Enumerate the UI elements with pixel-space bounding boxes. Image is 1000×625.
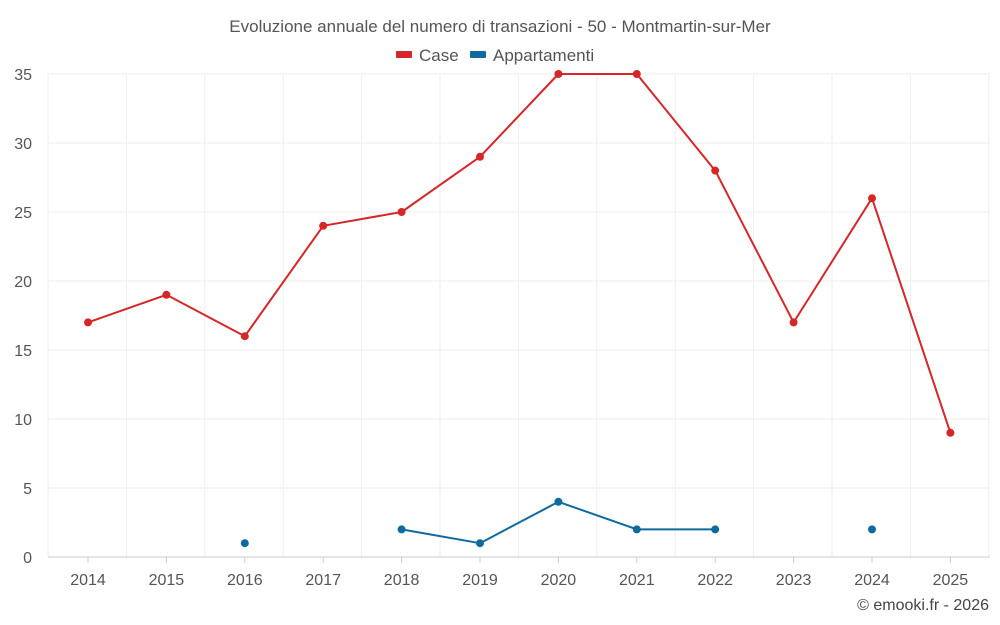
series-layer: [84, 70, 955, 548]
legend-swatch-case: [396, 51, 412, 58]
series-line-case: [87, 73, 952, 434]
data-point-case[interactable]: [946, 428, 955, 437]
y-tick-label: 30: [14, 136, 32, 153]
x-tick-label: 2024: [854, 572, 890, 589]
x-tick-label: 2022: [697, 572, 733, 589]
y-tick-label: 5: [23, 481, 32, 498]
x-tick-label: 2023: [776, 572, 812, 589]
x-axis-ticks: 2014 2015 2016 2017 2018 2019 2020 2021 2022 2023…: [70, 557, 968, 589]
y-axis-ticks: 0 5 10 15 20 25 30 35: [14, 67, 32, 567]
x-tick-label: 2018: [384, 572, 420, 589]
series-case: [84, 70, 955, 437]
series-appartamenti: [240, 497, 876, 548]
data-point-appartamenti[interactable]: [397, 525, 406, 534]
data-point-case[interactable]: [84, 318, 92, 327]
y-tick-label: 15: [14, 343, 32, 360]
data-point-case[interactable]: [162, 290, 171, 299]
y-tick-label: 20: [14, 274, 32, 291]
legend-swatch-appartamenti: [470, 51, 486, 58]
data-point-case[interactable]: [476, 152, 484, 161]
x-tick-label: 2019: [462, 572, 498, 589]
x-tick-label: 2015: [149, 572, 185, 589]
legend: Case Appartamenti: [396, 46, 594, 65]
y-tick-label: 25: [14, 205, 32, 222]
y-tick-label: 35: [14, 67, 32, 84]
data-point-case[interactable]: [632, 70, 641, 78]
data-point-appartamenti[interactable]: [868, 525, 876, 534]
data-point-case[interactable]: [397, 208, 406, 216]
data-point-case[interactable]: [711, 166, 720, 175]
data-point-case[interactable]: [789, 318, 798, 327]
x-tick-label: 2014: [70, 572, 106, 589]
x-tick-label: 2025: [933, 572, 969, 589]
data-point-case[interactable]: [319, 221, 328, 230]
grid: [47, 73, 990, 557]
y-tick-label: 0: [23, 550, 32, 567]
chart-title: Evoluzione annuale del numero di transaz…: [229, 17, 771, 36]
data-point-appartamenti[interactable]: [711, 525, 720, 534]
x-tick-label: 2020: [541, 572, 577, 589]
legend-label-case: Case: [419, 46, 459, 65]
data-point-case[interactable]: [240, 332, 249, 341]
series-line-appartamenti: [401, 500, 716, 545]
legend-label-appartamenti: Appartamenti: [493, 46, 594, 65]
data-point-case[interactable]: [554, 70, 563, 78]
x-tick-label: 2021: [619, 572, 655, 589]
x-tick-label: 2016: [227, 572, 263, 589]
data-point-case[interactable]: [868, 194, 876, 203]
x-tick-label: 2017: [305, 572, 341, 589]
credit-text: © emooki.fr - 2026: [857, 597, 989, 614]
data-point-appartamenti[interactable]: [554, 497, 563, 506]
data-point-appartamenti[interactable]: [240, 539, 249, 548]
y-tick-label: 10: [14, 412, 32, 429]
data-point-appartamenti[interactable]: [476, 539, 484, 548]
data-point-appartamenti[interactable]: [632, 525, 641, 534]
